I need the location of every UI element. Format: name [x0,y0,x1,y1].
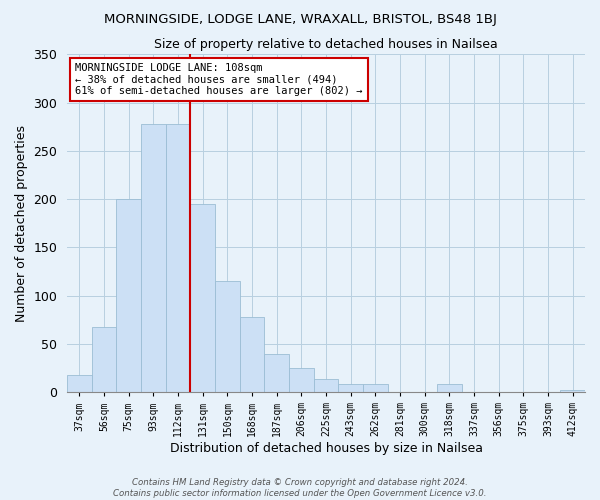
X-axis label: Distribution of detached houses by size in Nailsea: Distribution of detached houses by size … [170,442,482,455]
Bar [265,354,289,392]
Bar [190,204,215,392]
Bar [338,384,363,392]
Title: Size of property relative to detached houses in Nailsea: Size of property relative to detached ho… [154,38,498,51]
Bar [141,124,166,392]
Bar [437,384,462,392]
Bar [363,384,388,392]
Bar [116,199,141,392]
Bar [289,368,314,392]
Bar [166,124,190,392]
Bar [92,326,116,392]
Text: MORNINGSIDE LODGE LANE: 108sqm
← 38% of detached houses are smaller (494)
61% of: MORNINGSIDE LODGE LANE: 108sqm ← 38% of … [75,63,362,96]
Bar [215,281,240,392]
Text: MORNINGSIDE, LODGE LANE, WRAXALL, BRISTOL, BS48 1BJ: MORNINGSIDE, LODGE LANE, WRAXALL, BRISTO… [104,12,496,26]
Y-axis label: Number of detached properties: Number of detached properties [15,125,28,322]
Bar [67,375,92,392]
Bar [560,390,585,392]
Text: Contains HM Land Registry data © Crown copyright and database right 2024.
Contai: Contains HM Land Registry data © Crown c… [113,478,487,498]
Bar [314,378,338,392]
Bar [240,317,265,392]
